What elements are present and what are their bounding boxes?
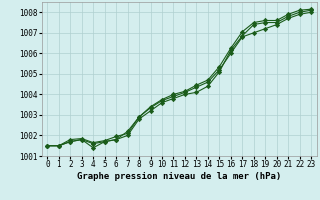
X-axis label: Graphe pression niveau de la mer (hPa): Graphe pression niveau de la mer (hPa) (77, 172, 281, 181)
